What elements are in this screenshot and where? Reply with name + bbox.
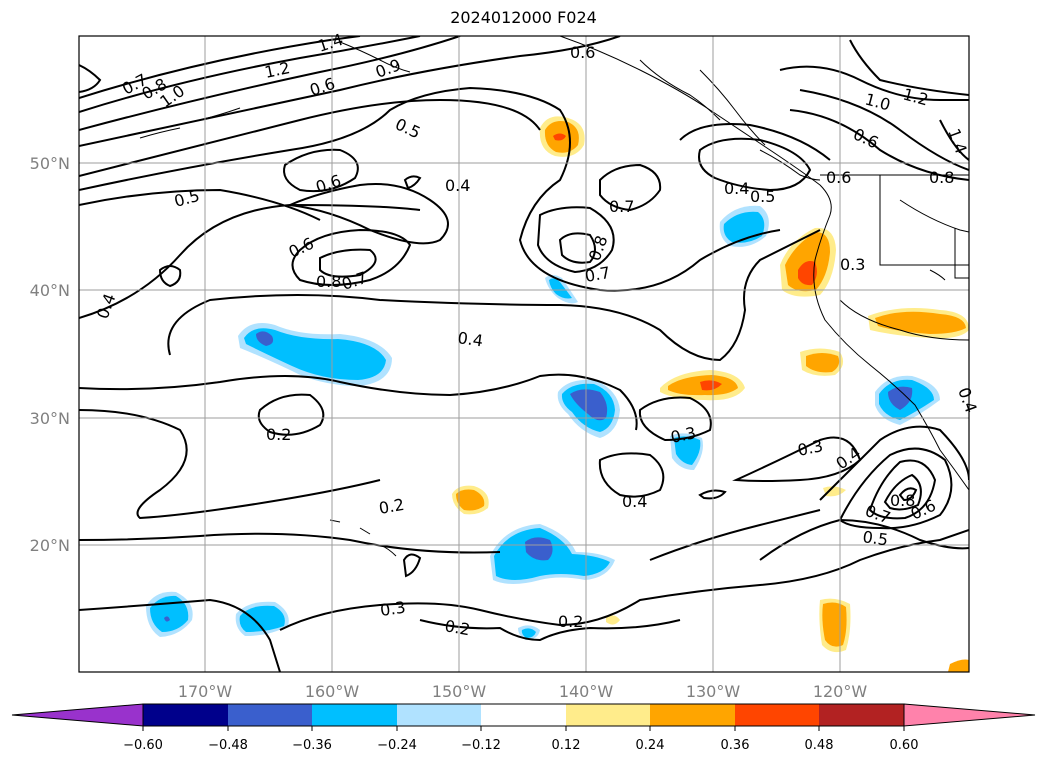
contour-label: 0.4 — [622, 492, 647, 511]
colorbar-extend-high — [903, 703, 1036, 727]
positive-anomaly-regions — [452, 116, 969, 672]
map-frame — [78, 35, 970, 673]
latitude-labels: 50°N 40°N 30°N 20°N — [30, 154, 70, 555]
colorbar-tick-label: −0.60 — [123, 738, 163, 753]
colorbar-swatch — [481, 704, 566, 726]
map-title: 2024012000 F024 — [450, 8, 597, 27]
contour-label: 0.8 — [316, 272, 341, 291]
contour-label: 0.5 — [172, 186, 202, 211]
colorbar-tick-label: −0.36 — [292, 738, 332, 753]
contour-label: 0.3 — [379, 598, 407, 620]
contour-label: 0.5 — [750, 187, 775, 206]
contour-label: 0.4 — [724, 179, 749, 198]
colorbar-tick-label: 0.60 — [890, 738, 919, 753]
colorbar: −0.60 −0.48 −0.36 −0.24 −0.12 0.12 0.24 … — [11, 703, 1036, 753]
contour-label: 0.2 — [558, 612, 583, 631]
lat-label: 50°N — [30, 154, 70, 173]
contour-label: 0.4 — [456, 328, 484, 350]
lon-label: 140°W — [559, 682, 614, 701]
colorbar-swatch — [819, 704, 904, 726]
negative-anomaly-regions — [146, 205, 940, 640]
contour-lines — [79, 36, 969, 672]
colorbar-tick-label: −0.12 — [461, 738, 501, 753]
lon-label: 150°W — [432, 682, 487, 701]
contour-label: 0.4 — [93, 291, 120, 321]
contour-label: 0.5 — [861, 527, 889, 549]
lat-label: 40°N — [30, 281, 70, 300]
contour-label: 1.2 — [901, 85, 931, 110]
longitude-labels: 170°W 160°W 150°W 140°W 130°W 120°W — [178, 682, 868, 701]
lat-label: 30°N — [30, 409, 70, 428]
colorbar-swatch — [397, 704, 481, 726]
contour-label: 0.8 — [929, 168, 954, 187]
contour-label: 1.2 — [263, 58, 292, 82]
lon-label: 160°W — [305, 682, 360, 701]
colorbar-tick-label: 0.24 — [636, 738, 665, 753]
contour-label: 0.8 — [585, 233, 612, 263]
contour-label: 0.6 — [286, 234, 317, 262]
coastlines — [139, 36, 969, 557]
colorbar-tick-label: −0.24 — [377, 738, 417, 753]
colorbar-outline — [142, 703, 905, 727]
contour-label: 0.2 — [377, 495, 405, 518]
colorbar-tick-label: 0.12 — [552, 738, 581, 753]
colorbar-swatch — [312, 704, 397, 726]
colorbar-tick-label: 0.36 — [721, 738, 750, 753]
shaded-anomalies — [146, 116, 969, 672]
contour-label: 0.6 — [570, 43, 595, 62]
contour-label: 0.2 — [443, 616, 471, 639]
lat-label: 20°N — [30, 536, 70, 555]
colorbar-swatch — [650, 704, 735, 726]
contour-label: 0.3 — [840, 255, 865, 274]
contour-label: 0.6 — [307, 74, 337, 100]
colorbar-tick-label: −0.48 — [208, 738, 248, 753]
contour-label: 0.4 — [445, 176, 470, 195]
contour-label: 0.7 — [583, 263, 611, 286]
lon-label: 170°W — [178, 682, 233, 701]
contour-label: 0.3 — [669, 423, 698, 447]
contour-label: 0.5 — [392, 114, 423, 142]
colorbar-extend-low — [11, 703, 144, 727]
colorbar-swatch — [735, 704, 819, 726]
contour-labels: 1.4 1.2 0.9 0.8 0.7 1.0 0.6 0.5 0.6 0.5 … — [93, 30, 981, 639]
contour-label: 0.2 — [266, 425, 291, 444]
colorbar-tick-label: 0.48 — [805, 738, 834, 753]
contour-label: 0.6 — [826, 168, 851, 187]
colorbar-swatch — [228, 704, 312, 726]
contour-label: 0.4 — [832, 443, 864, 473]
colorbar-swatch — [566, 704, 650, 726]
graticule — [79, 36, 969, 672]
contour-label: 0.8 — [890, 491, 915, 510]
colorbar-swatch — [143, 704, 228, 726]
contour-label: 0.6 — [313, 171, 343, 197]
contour-label: 1.4 — [944, 126, 971, 156]
contour-label: 0.3 — [796, 436, 825, 460]
lon-label: 130°W — [686, 682, 741, 701]
contour-label: 0.4 — [954, 385, 981, 415]
contour-label: 0.7 — [609, 197, 634, 216]
lon-label: 120°W — [813, 682, 868, 701]
